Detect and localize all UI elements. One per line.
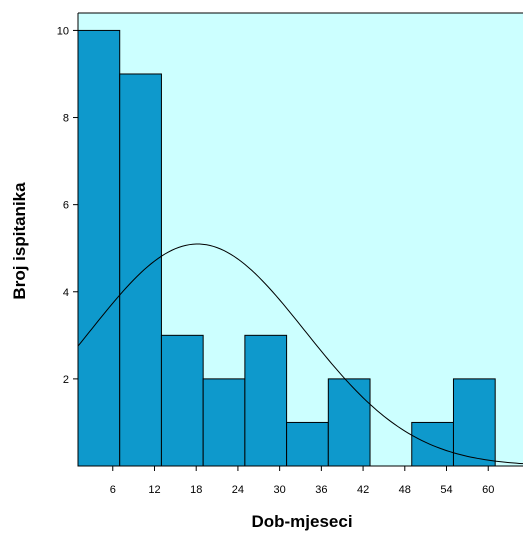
x-tick-label: 54: [440, 484, 452, 496]
x-axis-title: Dob-mjeseci: [251, 512, 352, 531]
histogram-bar: [202, 378, 246, 467]
x-tick-label: 24: [232, 484, 244, 496]
histogram-bar: [327, 378, 371, 467]
histogram-bar: [286, 421, 329, 467]
y-ticks-group: 2 4 6 8 10: [57, 25, 78, 386]
x-tick-label: 18: [190, 484, 202, 496]
histogram-bar: [77, 29, 121, 467]
y-tick-label: 2: [63, 374, 69, 386]
x-tick-label: 42: [357, 484, 369, 496]
bars-group: [77, 29, 496, 467]
x-ticks-group: 6 12 18 24 30 36 42 48 54 60: [110, 466, 494, 496]
x-tick-label: 60: [482, 484, 494, 496]
normal-curve: [77, 243, 523, 465]
x-tick-label: 48: [399, 484, 411, 496]
histogram-bar: [411, 421, 454, 467]
x-tick-label: 6: [110, 484, 116, 496]
histogram-bar: [244, 334, 288, 467]
x-tick-label: 12: [148, 484, 160, 496]
x-tick-label: 36: [315, 484, 327, 496]
histogram-bar: [160, 334, 204, 467]
histogram-bar: [452, 378, 496, 467]
y-tick-label: 10: [57, 25, 69, 37]
y-axis-title: Broj ispitanika: [10, 182, 29, 300]
y-tick-label: 6: [63, 200, 69, 212]
histogram-bar: [119, 73, 162, 467]
y-tick-label: 8: [63, 113, 69, 125]
y-tick-label: 4: [63, 287, 69, 299]
x-tick-label: 30: [274, 484, 286, 496]
